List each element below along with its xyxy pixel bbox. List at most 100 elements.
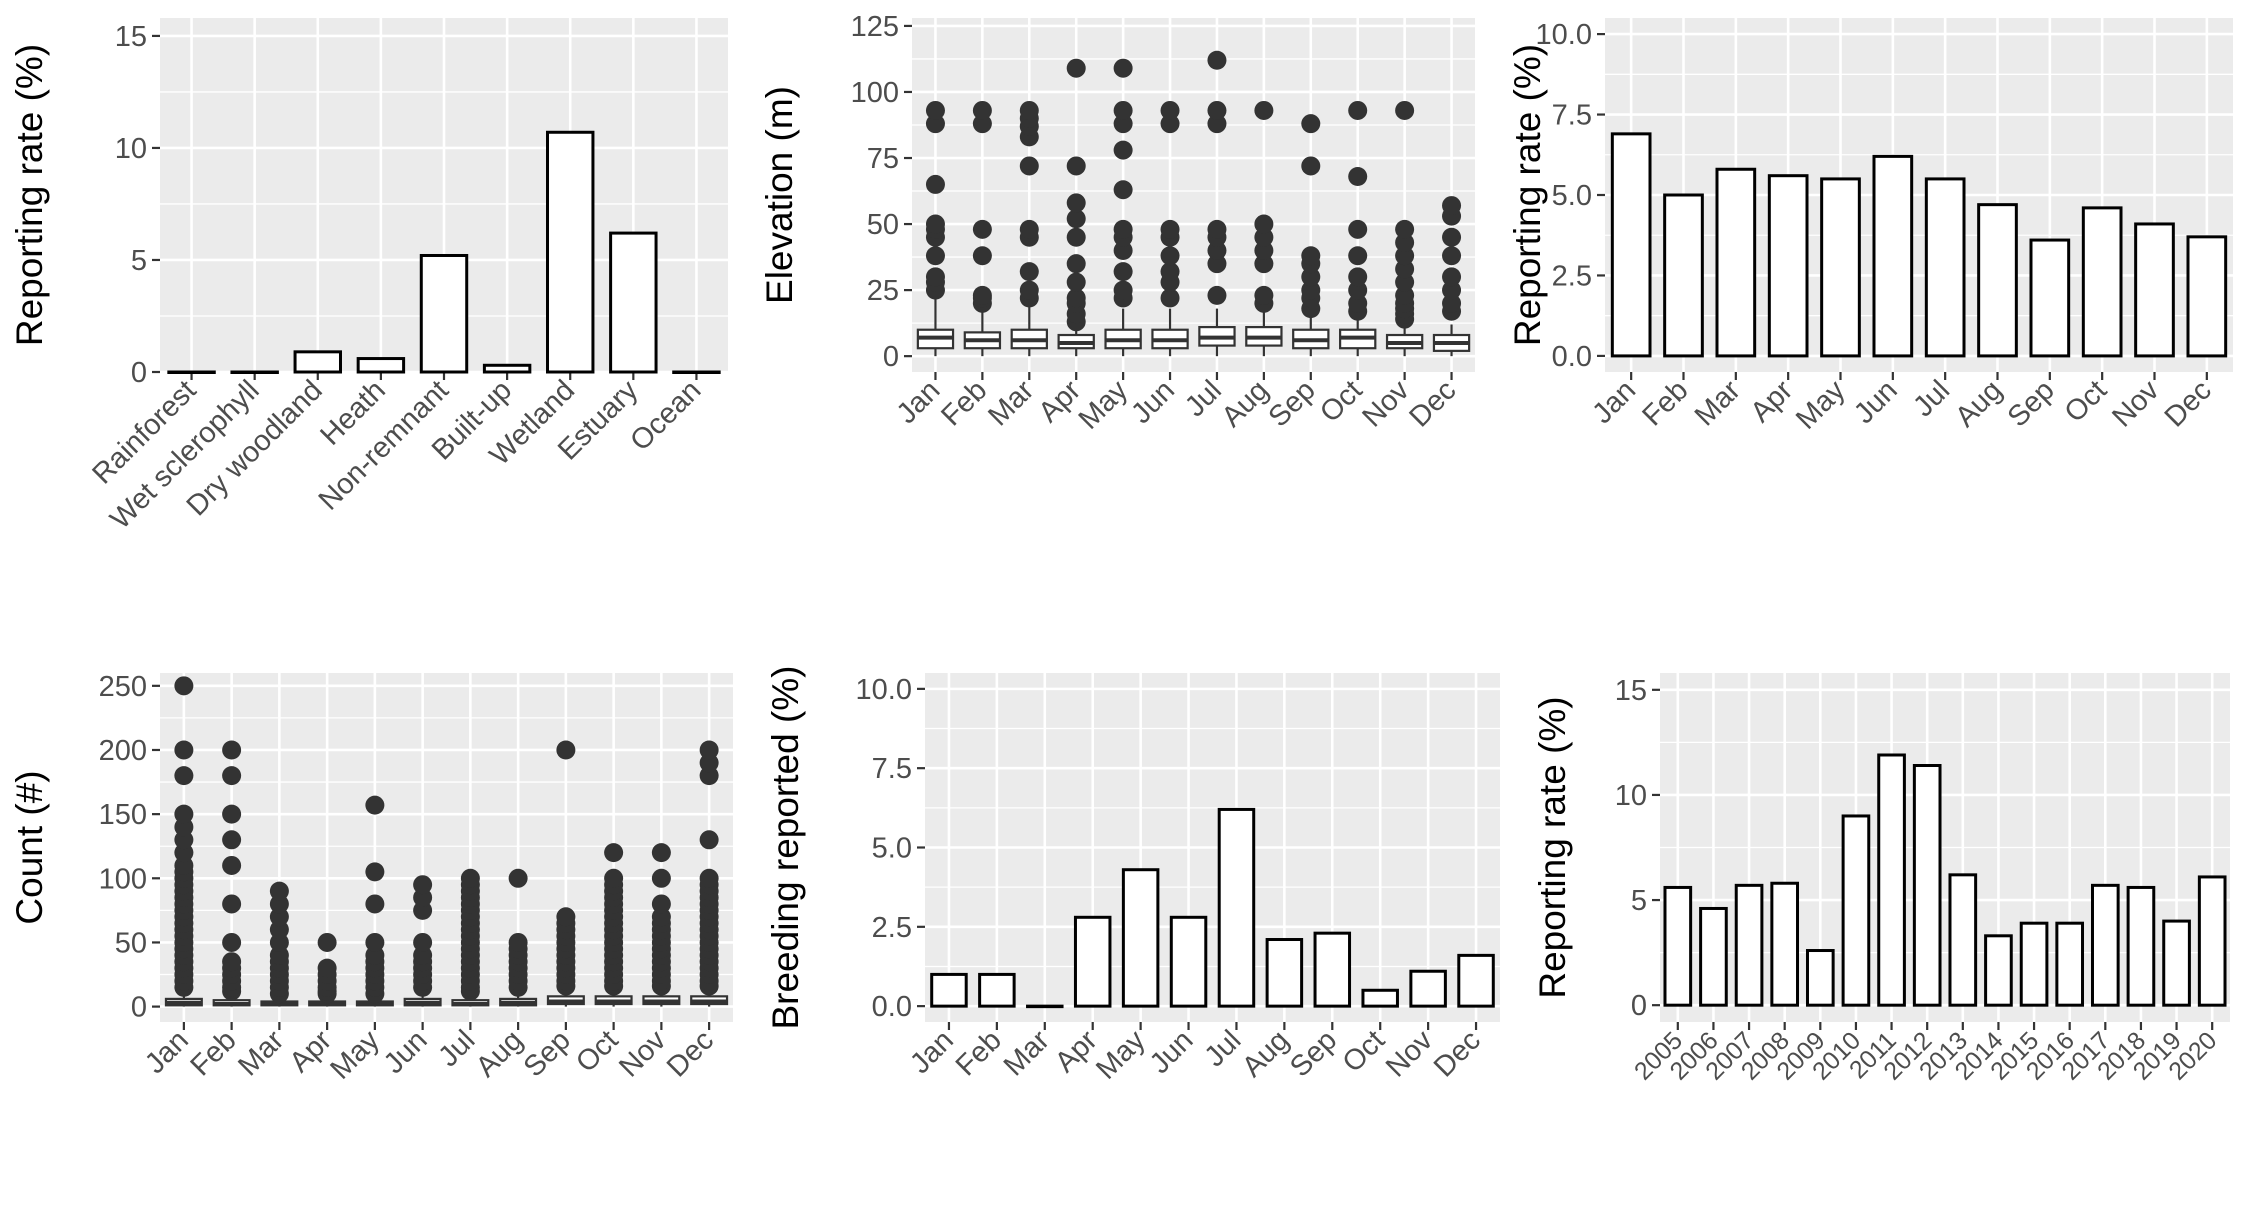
y-tick-label: 15 [115,21,147,53]
outlier-point [1207,100,1227,120]
bar [2055,921,2085,1007]
outlier-point [1160,246,1180,266]
outlier-point [925,114,945,134]
bar [2019,921,2049,1007]
outlier-point [1254,227,1274,247]
x-tick-label: Jan [1586,374,1642,430]
outlier-point [1160,219,1180,239]
boxplot [260,881,299,1007]
y-tick-label: 125 [851,11,899,43]
outlier-point [1160,262,1180,282]
bar [1805,949,1835,1007]
x-tick-label: Mar [998,1024,1056,1082]
bar [1912,764,1942,1007]
boxplot [1057,58,1095,357]
x-tick-label: May [1790,374,1852,436]
panel-6: 0510152005200620072008200920102011201220… [1532,673,2230,1086]
x-tick-label: Feb [1636,374,1694,432]
x-tick-label: Nov [2106,374,2165,433]
y-tick-label: 150 [99,799,147,831]
outlier-point [699,740,719,760]
boxplot [963,100,1002,357]
y-axis-title: Reporting rate (%) [9,44,50,346]
outlier-point [1348,100,1368,120]
y-tick-label: 0.0 [872,991,912,1023]
bar [2029,238,2071,358]
bar [930,972,968,1008]
boxplot [1292,114,1330,357]
x-tick-label: Jan [891,374,947,430]
x-tick-label: Oct [1337,1024,1392,1079]
outlier-point [1395,233,1415,253]
outlier-point [1442,280,1462,300]
outlier-point [1113,240,1133,260]
boxplot [1151,100,1189,357]
outlier-point [925,214,945,234]
x-tick-label: Jun [1125,374,1181,430]
boxplot [546,740,585,1007]
boxplot [594,843,633,1007]
x-tick-label: Oct [2059,374,2114,429]
outlier-point [1160,114,1180,134]
x-tick-label: Oct [570,1024,625,1079]
y-tick-label: 0.0 [1552,341,1592,373]
x-tick-label: Apr [1049,1024,1104,1079]
outlier-point [1113,280,1133,300]
outlier-point [699,868,719,888]
x-tick-label: Jan [904,1024,960,1080]
outlier-point [1066,58,1086,78]
panel-4: 050100150200250JanFebMarAprMayJunJulAugS… [9,671,733,1086]
outlier-point [1019,219,1039,239]
outlier-point [1301,280,1321,300]
panel-2: 0255075100125JanFebMarAprMayJunJulAugSep… [759,11,1475,436]
x-tick-label: Apr [284,1024,339,1079]
outlier-point [972,246,992,266]
bar [2162,919,2191,1007]
x-tick-label: May [324,1024,386,1086]
outlier-point [174,740,194,760]
y-tick-label: 5 [1631,885,1647,917]
outlier-point [972,100,992,120]
outlier-point [925,246,945,266]
bar [2186,235,2228,358]
outlier-point [1113,219,1133,239]
outlier-point [222,766,242,786]
plot-background [160,673,733,1022]
outlier-point [1113,140,1133,160]
outlier-point [972,285,992,305]
outlier-point [222,932,242,952]
outlier-point [1207,114,1227,134]
y-tick-label: 0 [1631,990,1647,1022]
bar [1663,193,1704,358]
outlier-point [1019,280,1039,300]
bar [1924,177,1966,358]
outlier-point [1066,156,1086,176]
x-tick-label: Dec [661,1024,720,1083]
outlier-point [174,766,194,786]
boxplot [451,868,490,1007]
y-tick-label: 5.0 [872,833,912,865]
x-tick-label: Jul [1907,374,1956,423]
outlier-point [1019,262,1039,282]
y-axis-title: Elevation (m) [759,86,800,304]
bar [1361,988,1399,1008]
outlier-point [1395,272,1415,292]
outlier-point [413,875,433,895]
outlier-point [174,676,194,696]
bar [167,370,216,374]
x-tick-label: Ocean [624,374,707,457]
outlier-point [925,267,945,287]
bar [1699,906,1728,1007]
outlier-point [1066,209,1086,229]
boxplot [1245,100,1283,357]
y-tick-label: 250 [99,671,147,703]
x-tick-label: Aug [1949,374,2008,433]
outlier-point [1066,272,1086,292]
y-tick-label: 100 [99,863,147,895]
bar [609,231,658,374]
outlier-point [651,894,671,914]
boxplot [1010,100,1048,357]
boxplot [1198,50,1236,357]
outlier-point [972,114,992,134]
